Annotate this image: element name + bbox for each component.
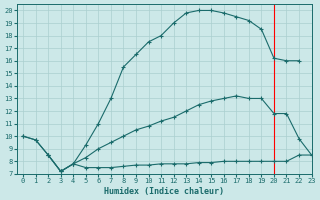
X-axis label: Humidex (Indice chaleur): Humidex (Indice chaleur) <box>104 187 224 196</box>
